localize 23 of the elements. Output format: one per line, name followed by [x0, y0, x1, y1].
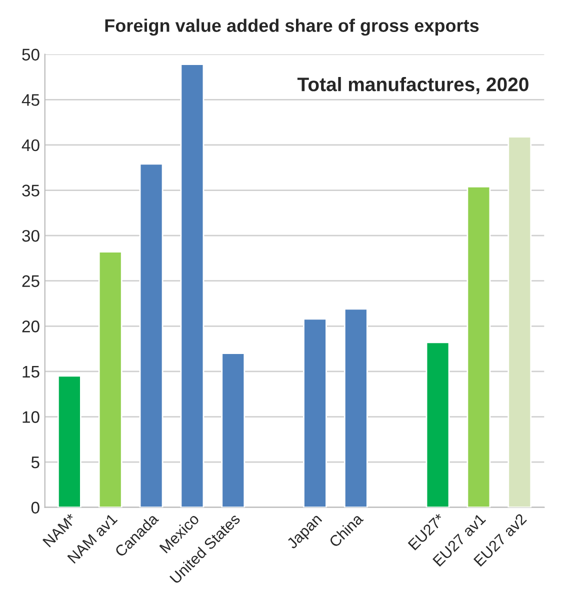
bar [57, 375, 82, 508]
bar [180, 64, 204, 508]
bar [303, 318, 327, 508]
y-tick-label: 45 [22, 94, 40, 106]
y-tick-label: 35 [22, 184, 40, 196]
y-tick-label: 5 [31, 456, 40, 468]
y-tick-label: 40 [22, 139, 40, 152]
y-tick-label: 10 [22, 411, 40, 423]
y-tick-label: 15 [22, 366, 40, 378]
chart-title: Foreign value added share of gross exports [105, 18, 479, 36]
bar [344, 308, 368, 508]
bar [139, 163, 164, 508]
y-tick-label: 30 [22, 230, 40, 242]
bar [221, 352, 246, 508]
y-tick-label: 20 [22, 320, 40, 332]
y-tick-label: 25 [22, 275, 40, 288]
y-tick-label: 50 [22, 48, 40, 61]
bar [508, 136, 532, 508]
annotation: Total manufactures, 2020 [297, 77, 528, 94]
y-tick-label: 0 [31, 502, 40, 514]
bar [98, 251, 122, 508]
bar [466, 186, 491, 508]
bar [426, 342, 450, 508]
